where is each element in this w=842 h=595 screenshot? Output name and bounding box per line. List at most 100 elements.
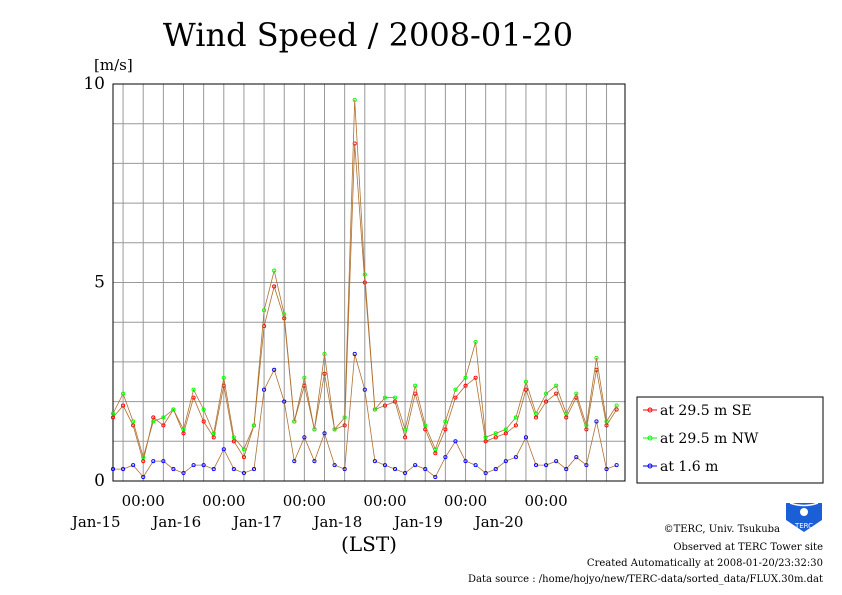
data-point (161, 415, 166, 420)
data-point (554, 459, 559, 464)
y-tick-label: 10 (83, 74, 105, 94)
data-point (493, 431, 498, 436)
data-point (584, 463, 589, 468)
data-point (201, 419, 206, 424)
data-point (544, 463, 549, 468)
data-point (574, 391, 579, 396)
y-axis-label: [m/s] (94, 56, 133, 74)
data-point (493, 435, 498, 440)
data-point (453, 387, 458, 392)
data-point (423, 423, 428, 428)
data-point (251, 423, 257, 428)
data-point (392, 395, 398, 400)
data-point (614, 407, 619, 412)
data-point (403, 435, 408, 440)
data-point (443, 419, 448, 424)
data-point (403, 471, 408, 476)
data-point (332, 427, 337, 432)
x-tick-label: 00:00 (283, 492, 326, 510)
data-point (584, 427, 589, 432)
data-point (181, 431, 186, 436)
observed-text: Observed at TERC Tower site (673, 542, 823, 553)
data-point (382, 395, 387, 400)
data-point (513, 455, 518, 460)
data-point (151, 459, 156, 464)
data-point (241, 455, 246, 460)
data-point (191, 387, 196, 392)
data-point (483, 435, 488, 440)
legend-marker (647, 407, 653, 413)
legend-marker (647, 435, 653, 441)
data-point (231, 467, 236, 472)
x-axis-label: (LST) (341, 532, 397, 556)
data-point (262, 308, 267, 313)
data-point (231, 435, 236, 440)
legend-label: at 29.5 m NW (660, 431, 759, 447)
data-point (171, 467, 176, 472)
data-point (272, 284, 277, 289)
data-point (362, 387, 367, 392)
data-point (312, 459, 317, 464)
data-point (453, 439, 458, 444)
data-point (211, 467, 216, 472)
data-point (614, 463, 619, 468)
x-tick-label: 00:00 (202, 492, 245, 510)
x-day-label: Jan-20 (473, 513, 524, 531)
data-point (503, 431, 508, 436)
data-point (614, 403, 619, 408)
data-point (413, 463, 418, 468)
data-point (141, 459, 146, 464)
created-text: Created Automatically at 2008-01-20/23:3… (587, 558, 823, 569)
data-point (332, 463, 337, 468)
x-tick-labels: 00:00Jan-1500:00Jan-1600:00Jan-1700:00Ja… (70, 492, 568, 531)
x-tick-label: 00:00 (524, 492, 567, 510)
logo-text: TERC (794, 522, 813, 530)
data-point (110, 411, 116, 416)
data-point (392, 467, 398, 472)
series-line (113, 353, 617, 478)
data-point (342, 467, 347, 472)
source-text: Data source : /home/hojyo/new/TERC-data/… (468, 574, 823, 585)
data-point (262, 387, 267, 392)
data-point (544, 399, 549, 404)
logo-drop-icon (800, 508, 808, 516)
data-point (564, 411, 569, 416)
data-point (533, 415, 539, 420)
data-point (584, 423, 589, 428)
data-point (121, 391, 126, 396)
y-tick-labels: 0 5 10 (83, 74, 105, 491)
data-point (141, 474, 146, 480)
data-point (302, 375, 307, 380)
data-point (181, 471, 186, 476)
x-day-label: Jan-19 (392, 513, 443, 531)
data-point (322, 371, 327, 376)
data-point (574, 455, 579, 460)
data-point (121, 467, 126, 472)
data-point (342, 415, 347, 420)
data-point (362, 280, 367, 285)
data-point (604, 423, 609, 428)
data-point (131, 463, 136, 468)
data-point (231, 439, 236, 444)
legend-marker (647, 463, 653, 469)
data-point (151, 415, 156, 420)
data-point (312, 427, 317, 432)
data-point (413, 383, 418, 388)
data-point (483, 439, 488, 444)
series-line (112, 99, 617, 459)
data-point (594, 419, 599, 424)
data-point (463, 383, 468, 388)
legend-label: at 29.5 m SE (660, 403, 752, 419)
x-day-label: Jan-16 (150, 513, 201, 531)
x-tick-label: 00:00 (444, 492, 487, 510)
data-point (372, 459, 377, 464)
data-point (372, 407, 377, 412)
data-point (161, 423, 166, 428)
data-point (604, 419, 609, 424)
data-point (161, 459, 166, 464)
legend-label: at 1.6 m (660, 459, 718, 475)
data-point (211, 431, 216, 436)
data-point (503, 427, 508, 432)
data-point (110, 415, 116, 420)
series-layer (110, 97, 619, 480)
